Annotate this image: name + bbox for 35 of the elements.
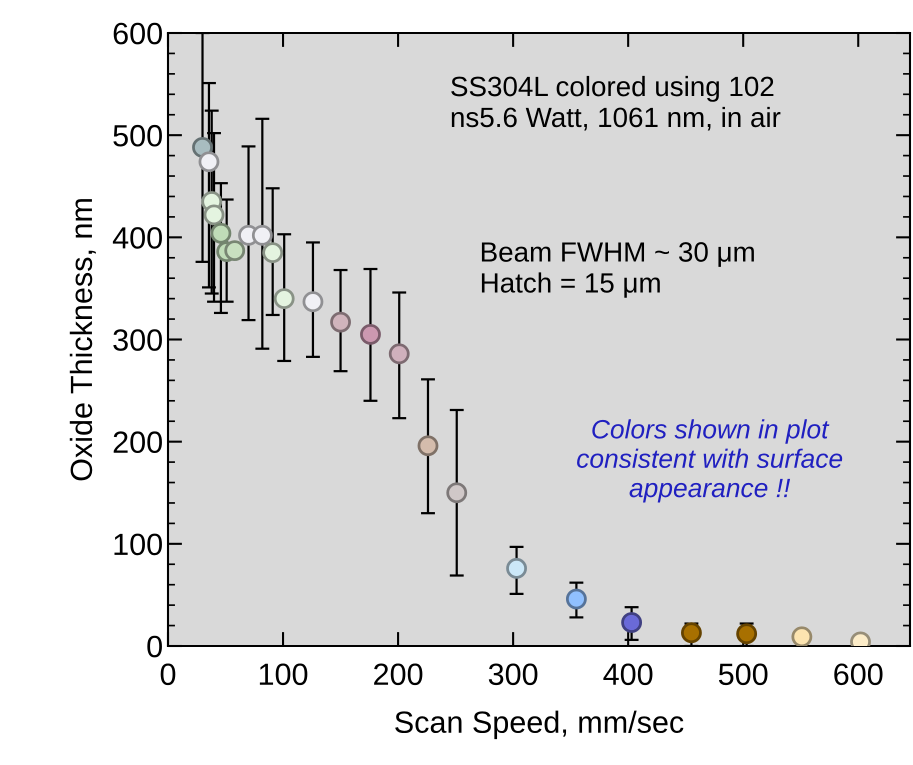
point: [418, 435, 438, 456]
point: [274, 288, 295, 310]
point: [446, 482, 468, 504]
point: [224, 240, 246, 262]
y-tick-label: 0: [147, 636, 162, 658]
point: [566, 588, 587, 610]
point: [204, 204, 224, 226]
annotation: Colors shown in plot consistent with surface appearance !!: [577, 419, 842, 503]
point: [252, 224, 273, 246]
y-tick-label: 300: [113, 329, 162, 351]
x-axis-title: Scan Speed, mm/sec: [395, 710, 684, 740]
point: [210, 222, 232, 244]
point: [621, 612, 642, 633]
y-tick-label: 200: [114, 431, 162, 454]
y-axis-title: Oxide Thickness, nm: [70, 199, 96, 480]
x-tick-label: 100: [260, 663, 308, 686]
point: [302, 291, 324, 312]
point: [388, 343, 410, 364]
x-tick-label: 400: [603, 663, 652, 686]
point: [262, 242, 284, 264]
x-tick-label: 500: [718, 663, 768, 686]
annotation: Beam FWHM ~ 30 μm Hatch = 15 μm: [482, 242, 754, 298]
x-tick-label: 600: [834, 663, 883, 686]
point: [198, 151, 220, 172]
x-tick-label: 200: [374, 663, 422, 686]
point: [791, 626, 812, 646]
y-tick-label: 600: [114, 22, 162, 44]
y-tick-label: 500: [113, 124, 162, 147]
point: [360, 324, 381, 345]
point: [330, 312, 351, 333]
annotation: SS304L colored using 102 ns5.6 Watt, 1061 nm, in air: [451, 76, 780, 131]
x-tick-label: 300: [488, 663, 538, 686]
point: [506, 558, 527, 579]
y-tick-label: 400: [112, 227, 162, 249]
y-tick-label: 100: [114, 534, 162, 556]
